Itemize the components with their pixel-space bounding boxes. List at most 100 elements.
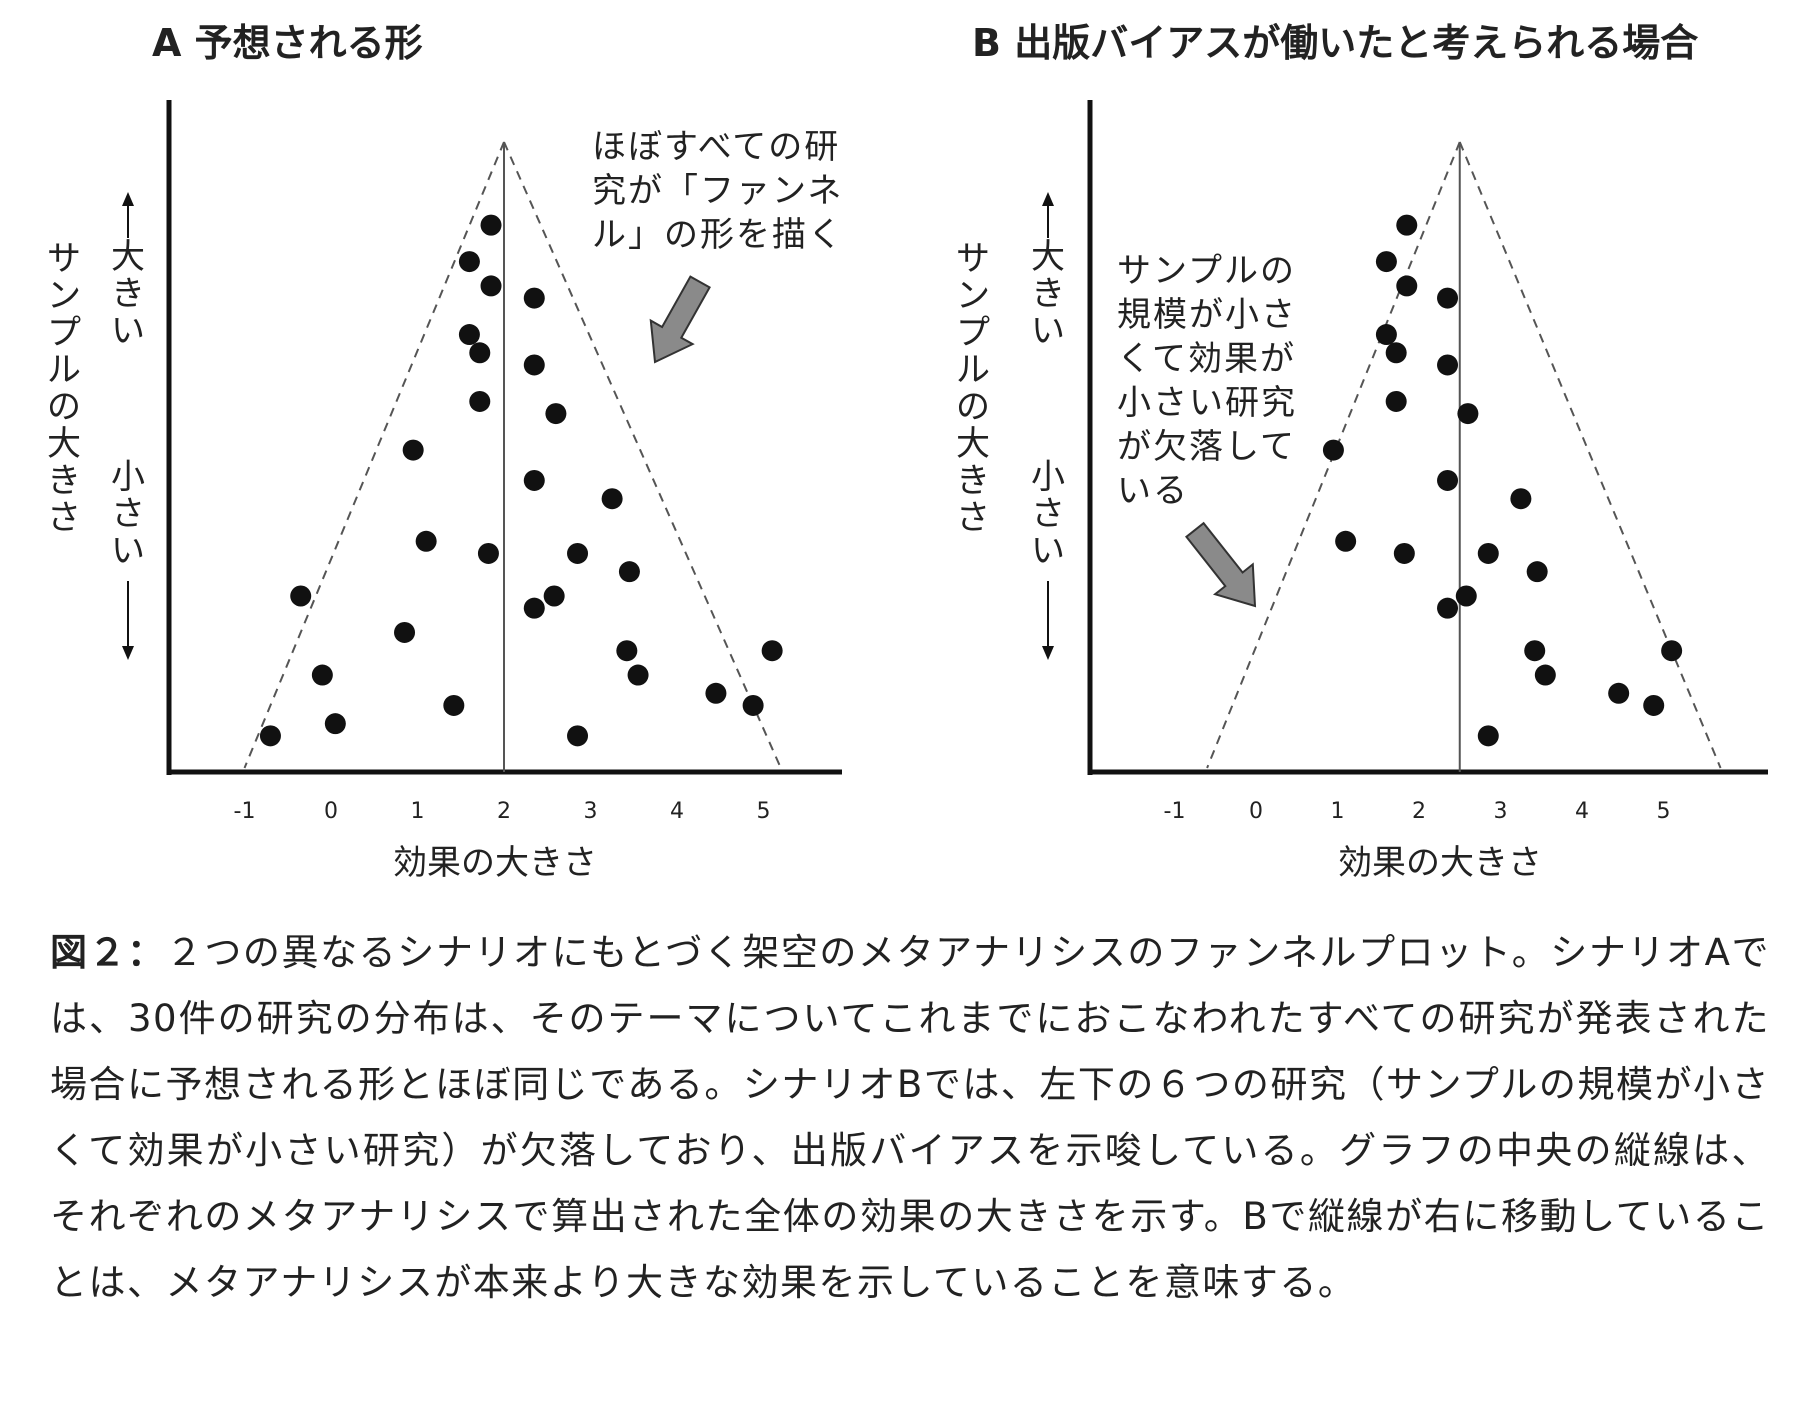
y-axis-label-char: 大 bbox=[956, 424, 990, 464]
panel-title: B 出版バイアスが働いたと考えられる場合 bbox=[972, 21, 1698, 65]
y-axis-label-char: サ bbox=[47, 239, 81, 279]
data-point bbox=[742, 694, 764, 716]
x-tick-label: 0 bbox=[324, 799, 338, 824]
data-point bbox=[1396, 214, 1418, 236]
data-point bbox=[567, 725, 589, 747]
data-point bbox=[1477, 542, 1499, 564]
panel-b: B 出版バイアスが働いたと考えられる場合-1 0 1 2 3 4 5効果の大きさサンプルの大… bbox=[956, 21, 1768, 883]
annotation-line: 規模が小さ bbox=[1117, 295, 1297, 335]
x-tick-label: 0 bbox=[1249, 799, 1263, 824]
data-point bbox=[1477, 725, 1499, 747]
x-tick-label: 2 bbox=[497, 799, 511, 824]
data-point bbox=[1608, 682, 1630, 704]
x-tick-label: 1 bbox=[411, 799, 425, 824]
annotation-line: くて効果が bbox=[1117, 339, 1296, 379]
annotation-line: ル」の形を描く bbox=[592, 215, 844, 255]
data-point bbox=[523, 287, 545, 309]
y-axis-label-char: ン bbox=[47, 276, 81, 316]
x-tick-label: 4 bbox=[1575, 799, 1589, 824]
data-point bbox=[259, 725, 281, 747]
data-point bbox=[1385, 342, 1407, 364]
y-axis-label-char: さ bbox=[956, 498, 990, 538]
x-tick-label: 3 bbox=[584, 799, 598, 824]
data-point bbox=[290, 585, 312, 607]
data-point bbox=[627, 664, 649, 686]
y-axis-label-char: き bbox=[956, 461, 990, 501]
y-axis-label-char: さ bbox=[47, 498, 81, 538]
data-point bbox=[402, 439, 424, 461]
funnel-right-edge bbox=[503, 141, 782, 769]
y-label-small-char: さ bbox=[1031, 494, 1065, 534]
y-axis-label-char: サ bbox=[956, 239, 990, 279]
y-label-large-char: き bbox=[1031, 274, 1065, 314]
annotation-line: 究が「ファンネ bbox=[592, 171, 843, 211]
x-tick-label: 5 bbox=[757, 799, 771, 824]
annotation-line: いる bbox=[1117, 471, 1189, 511]
data-point bbox=[1393, 542, 1415, 564]
data-point bbox=[324, 713, 346, 735]
data-point bbox=[1437, 597, 1459, 619]
caption-body: ２つの異なるシナリオにもとづく架空のメタアナリシスのファンネルプロット。シナリオ… bbox=[50, 931, 1770, 1304]
annotation-line: ほぼすべての研 bbox=[592, 127, 840, 167]
data-point bbox=[523, 469, 545, 491]
y-label-small-char: 小 bbox=[1031, 457, 1065, 497]
y-axis-label-char: ン bbox=[956, 276, 990, 316]
data-point bbox=[705, 682, 727, 704]
annotation-line: 小さい研究 bbox=[1117, 383, 1297, 423]
data-point bbox=[1437, 287, 1459, 309]
data-point bbox=[616, 640, 638, 662]
y-down-arrowhead bbox=[1042, 646, 1054, 660]
y-axis-label-char: ル bbox=[47, 350, 81, 390]
data-point bbox=[469, 342, 491, 364]
data-point bbox=[1375, 324, 1397, 346]
y-label-large-char: き bbox=[111, 274, 145, 314]
data-point bbox=[1510, 488, 1532, 510]
data-point bbox=[601, 488, 623, 510]
data-point bbox=[480, 214, 502, 236]
x-tick-label: -1 bbox=[1164, 799, 1186, 824]
y-label-small: 小さい bbox=[111, 457, 145, 571]
x-axis-label: 効果の大きさ bbox=[393, 843, 597, 883]
annotation-arrow bbox=[1184, 521, 1257, 608]
y-up-arrowhead bbox=[1042, 192, 1054, 206]
y-axis-label-char: プ bbox=[47, 313, 81, 353]
data-point bbox=[1526, 561, 1548, 583]
data-point bbox=[469, 390, 491, 412]
y-axis-label-char: ル bbox=[956, 350, 990, 390]
data-point bbox=[1534, 664, 1556, 686]
data-point bbox=[458, 251, 480, 273]
data-point bbox=[567, 542, 589, 564]
y-down-arrowhead bbox=[122, 646, 134, 660]
y-axis-label-char: の bbox=[956, 387, 990, 427]
y-label-small-char: い bbox=[1031, 531, 1065, 571]
x-tick-label: 1 bbox=[1331, 799, 1345, 824]
y-label-large: 大きい bbox=[1031, 237, 1065, 351]
data-point bbox=[618, 561, 640, 583]
y-up-arrowhead bbox=[122, 192, 134, 206]
data-point bbox=[477, 542, 499, 564]
data-point bbox=[1437, 354, 1459, 376]
data-point bbox=[443, 694, 465, 716]
x-tick-label: 4 bbox=[670, 799, 684, 824]
y-label-large-char: い bbox=[1031, 311, 1065, 351]
y-axis-label-char: プ bbox=[956, 313, 990, 353]
caption-lead: 図２： bbox=[50, 931, 166, 974]
x-tick-label: 3 bbox=[1494, 799, 1508, 824]
data-point bbox=[311, 664, 333, 686]
data-point bbox=[1375, 251, 1397, 273]
data-point bbox=[480, 275, 502, 297]
data-point bbox=[1385, 390, 1407, 412]
x-tick-label: -1 bbox=[234, 799, 256, 824]
y-label-large-char: 大 bbox=[1031, 237, 1065, 277]
x-tick-label: 2 bbox=[1412, 799, 1426, 824]
annotation-line: が欠落して bbox=[1117, 427, 1296, 467]
figure-caption: 図２：２つの異なるシナリオにもとづく架空のメタアナリシスのファンネルプロット。シ… bbox=[50, 920, 1770, 1316]
funnel-right-edge bbox=[1458, 141, 1722, 769]
data-point bbox=[545, 403, 567, 425]
data-point bbox=[1457, 403, 1479, 425]
panel-title: A 予想される形 bbox=[152, 21, 423, 65]
data-point bbox=[1335, 530, 1357, 552]
data-point bbox=[1455, 585, 1477, 607]
